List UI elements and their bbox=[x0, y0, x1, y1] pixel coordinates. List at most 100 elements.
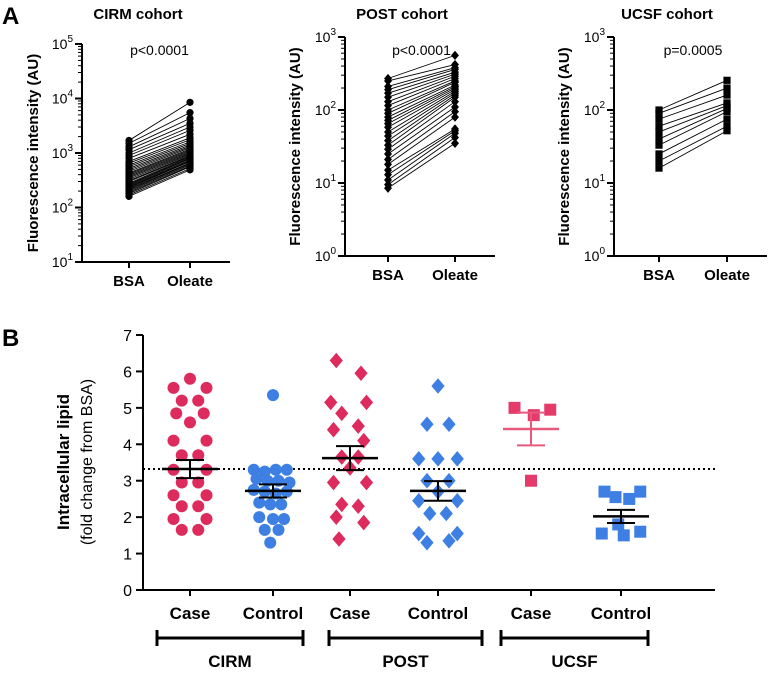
pair-line bbox=[128, 161, 191, 189]
bsa-point bbox=[655, 157, 663, 165]
pair-line bbox=[128, 150, 191, 176]
pair-line bbox=[658, 94, 728, 120]
oleate-point bbox=[723, 122, 731, 130]
pair-line bbox=[128, 129, 191, 156]
bsa-point bbox=[384, 127, 392, 137]
y-axis-label: Fluorescence intensity (AU) bbox=[556, 47, 573, 245]
pair-line bbox=[658, 118, 728, 155]
oleate-point bbox=[723, 76, 731, 84]
panel-b-label: B bbox=[2, 325, 19, 352]
y-tick-label: 7 bbox=[123, 328, 132, 345]
oleate-point bbox=[451, 102, 459, 112]
pair-line bbox=[128, 133, 191, 159]
data-point bbox=[595, 527, 608, 540]
data-point bbox=[170, 407, 183, 420]
data-point bbox=[359, 474, 374, 491]
pair-line bbox=[387, 106, 456, 155]
pair-line bbox=[128, 126, 191, 154]
pair-line bbox=[387, 64, 456, 82]
pair-line bbox=[387, 94, 456, 142]
pair-line bbox=[128, 163, 191, 191]
bsa-point bbox=[655, 150, 663, 158]
pair-line bbox=[128, 164, 191, 192]
y-tick-label: 102 bbox=[584, 100, 606, 118]
pair-line bbox=[128, 151, 191, 177]
data-point bbox=[598, 485, 611, 498]
y-tick-label: 101 bbox=[584, 173, 606, 191]
x-tick-label: Control bbox=[243, 604, 303, 623]
data-point bbox=[264, 536, 277, 549]
data-point bbox=[167, 434, 180, 447]
data-point bbox=[420, 534, 434, 551]
pair-line bbox=[387, 132, 456, 181]
x-tick-label: BSA bbox=[372, 267, 404, 284]
y-tick-label: 5 bbox=[123, 401, 132, 418]
data-point bbox=[357, 514, 371, 531]
data-point bbox=[412, 525, 426, 542]
data-point bbox=[267, 389, 279, 402]
p-value-label: p<0.0001 bbox=[392, 42, 451, 58]
pair-line bbox=[387, 142, 456, 189]
data-point bbox=[192, 500, 205, 513]
x-tick-label: BSA bbox=[643, 267, 675, 284]
post-cohort-chart: POST cohort p<0.0001 Fluorescence intensit… bbox=[287, 6, 495, 284]
data-point bbox=[351, 418, 365, 434]
pair-line bbox=[658, 111, 728, 146]
data-point bbox=[280, 463, 293, 476]
data-point bbox=[258, 523, 271, 536]
cohort-label: CIRM bbox=[208, 652, 251, 671]
y-tick-label: 104 bbox=[52, 89, 74, 107]
data-point bbox=[420, 416, 434, 433]
y-tick-label: 102 bbox=[52, 198, 74, 216]
data-point bbox=[525, 474, 537, 487]
y-tick-label: 105 bbox=[52, 34, 74, 52]
data-point bbox=[450, 525, 464, 542]
bsa-point bbox=[655, 141, 663, 149]
data-point bbox=[332, 531, 346, 547]
p-value-label: p=0.0005 bbox=[664, 42, 723, 58]
pair-line bbox=[387, 87, 456, 125]
data-point bbox=[175, 476, 188, 489]
pair-line bbox=[128, 156, 191, 184]
data-point bbox=[267, 512, 279, 525]
data-point bbox=[612, 518, 625, 531]
pair-line bbox=[387, 54, 456, 79]
data-point bbox=[192, 476, 205, 489]
data-point bbox=[167, 381, 180, 394]
data-point bbox=[326, 474, 341, 491]
pair-line bbox=[128, 147, 191, 172]
pair-line bbox=[128, 169, 191, 197]
y-tick-label: 103 bbox=[315, 27, 337, 45]
pair-line bbox=[128, 166, 191, 194]
y-tick-label: 100 bbox=[584, 246, 606, 264]
data-point bbox=[634, 525, 647, 538]
data-point bbox=[544, 403, 557, 416]
data-point bbox=[617, 529, 630, 542]
y-tick-label: 101 bbox=[52, 252, 74, 270]
data-point bbox=[359, 394, 374, 411]
pair-line bbox=[128, 153, 191, 179]
x-tick-label: Control bbox=[591, 604, 651, 623]
data-point bbox=[250, 472, 263, 485]
x-tick-label: BSA bbox=[113, 273, 145, 290]
pair-line bbox=[128, 158, 191, 186]
y-tick-label: 100 bbox=[315, 246, 337, 264]
data-point bbox=[278, 512, 290, 525]
oleate-point bbox=[451, 112, 459, 122]
bsa-point bbox=[384, 159, 392, 170]
ucsf-cohort-chart: UCSF cohort p=0.0005 Fluorescence intensit… bbox=[556, 6, 767, 284]
pair-line bbox=[128, 137, 191, 162]
cirm-cohort-chart: CIRM cohort p<0.0001 Fluorescence intensit… bbox=[25, 6, 230, 290]
oleate-point bbox=[723, 91, 731, 99]
bsa-point bbox=[384, 165, 392, 175]
data-point bbox=[450, 492, 464, 509]
data-point bbox=[264, 498, 277, 511]
cohort-label: POST bbox=[382, 652, 429, 671]
data-point bbox=[442, 533, 456, 549]
y-axis-sublabel: (fold change from BSA) bbox=[79, 379, 96, 545]
data-point bbox=[324, 394, 338, 411]
pair-line bbox=[658, 125, 728, 162]
pair-line bbox=[387, 80, 456, 111]
bsa-point bbox=[125, 136, 133, 145]
pair-line bbox=[128, 144, 191, 169]
